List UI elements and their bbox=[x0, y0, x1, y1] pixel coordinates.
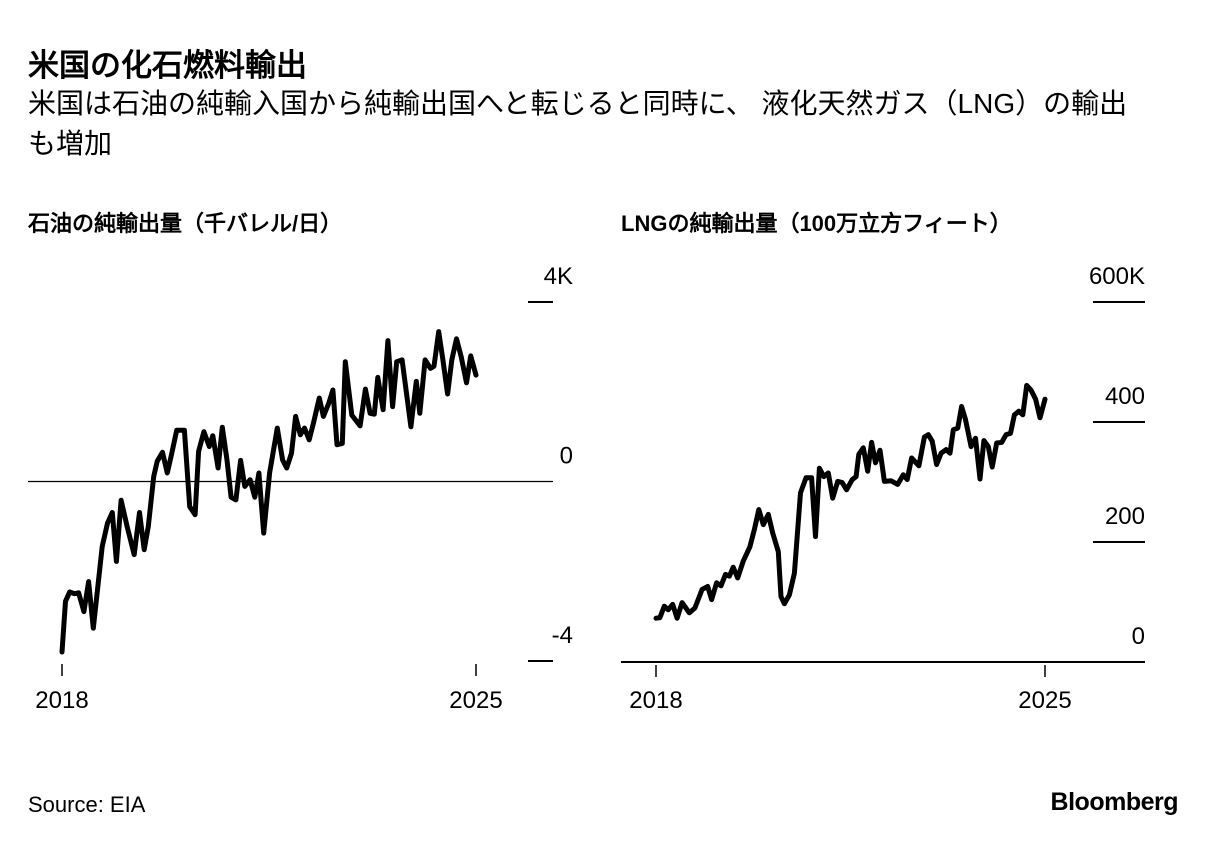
oil-y-tick-label: -4 bbox=[552, 622, 573, 649]
bloomberg-logo: Bloomberg bbox=[1050, 788, 1179, 816]
lng-x-tick-label: 2025 bbox=[1018, 687, 1071, 714]
lng-series-line bbox=[653, 382, 1048, 621]
oil-y-tick-label: 0 bbox=[560, 443, 573, 470]
oil-panel-title: 石油の純輸出量（千バレル/日） bbox=[28, 211, 343, 236]
lng-y-tick-label: 200 bbox=[1105, 503, 1145, 530]
lng-panel-title: LNGの純輸出量（100万立方フィート） bbox=[621, 211, 1012, 236]
lng-y-tick-label: 600K bbox=[1089, 263, 1145, 290]
lng-x-tick-label: 2018 bbox=[629, 687, 682, 714]
source-note: Source: EIA bbox=[28, 792, 146, 817]
oil-x-tick-label: 2018 bbox=[35, 687, 88, 714]
oil-series-line bbox=[59, 329, 479, 655]
chart-subtitle: 米国は石油の純輸入国から純輸出国へと転じると同時に、 液化天然ガス（LNG）の輸… bbox=[28, 88, 1128, 159]
lng-y-tick-label: 0 bbox=[1132, 623, 1145, 650]
chart-title: 米国の化石燃料輸出 bbox=[28, 48, 307, 83]
oil-x-tick-label: 2025 bbox=[449, 687, 502, 714]
lng-y-tick-label: 400 bbox=[1105, 383, 1145, 410]
oil-y-tick-label: 4K bbox=[544, 263, 573, 290]
